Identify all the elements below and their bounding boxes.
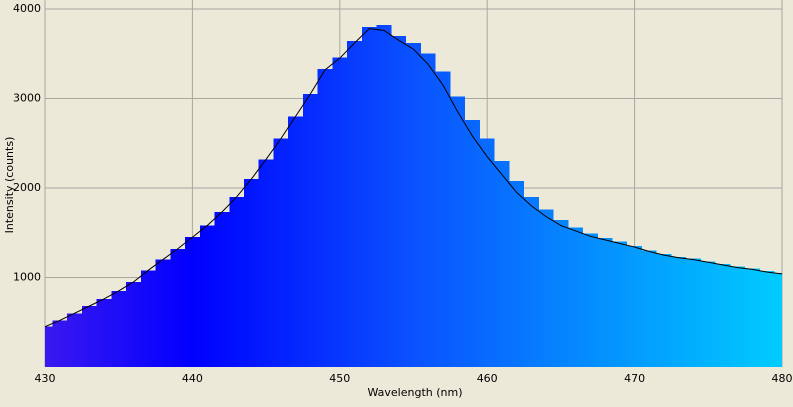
line xyxy=(44,28,783,328)
y-tick-label: 3000 xyxy=(13,91,41,104)
bar xyxy=(715,264,731,367)
bar xyxy=(553,220,569,367)
bar xyxy=(509,180,525,367)
bar xyxy=(229,196,244,367)
bar xyxy=(96,298,112,367)
bar xyxy=(288,116,303,368)
bar xyxy=(111,290,127,367)
x-tick-label: 450 xyxy=(329,372,350,385)
x-tick-label: 470 xyxy=(624,372,645,385)
bar xyxy=(759,271,775,367)
bar xyxy=(686,258,701,367)
bar xyxy=(170,248,186,367)
bar xyxy=(730,266,746,367)
bar xyxy=(494,161,510,367)
x-tick-label: 430 xyxy=(35,372,56,385)
bar xyxy=(214,212,230,367)
bar xyxy=(332,57,348,367)
bar xyxy=(258,159,274,367)
bar xyxy=(435,71,451,368)
bar xyxy=(700,261,716,367)
bar xyxy=(140,270,156,367)
y-tick-label: 1000 xyxy=(13,270,41,283)
bar xyxy=(81,306,97,367)
bar xyxy=(583,233,598,367)
bar xyxy=(406,42,421,368)
bar xyxy=(126,281,141,367)
bar xyxy=(627,246,642,367)
bar xyxy=(612,241,628,367)
bar xyxy=(465,119,480,367)
bar xyxy=(656,254,672,367)
bar xyxy=(774,273,782,367)
bar xyxy=(376,25,392,367)
y-axis-label: Intensity (counts) xyxy=(3,137,16,234)
bar xyxy=(361,26,377,367)
bar xyxy=(243,179,259,367)
bar xyxy=(538,209,554,367)
bar xyxy=(155,259,171,367)
bar xyxy=(199,225,215,367)
bar xyxy=(450,96,466,368)
bar xyxy=(273,138,289,367)
bar xyxy=(302,93,318,368)
bar xyxy=(524,196,539,367)
bar xyxy=(317,68,333,368)
bar xyxy=(745,268,760,367)
y-tick-label: 4000 xyxy=(13,2,41,15)
x-axis-label: Wavelength (nm) xyxy=(367,386,462,399)
bar xyxy=(67,313,82,367)
bar xyxy=(568,227,584,367)
bar xyxy=(641,250,657,367)
bar xyxy=(597,238,613,367)
x-tick-label: 480 xyxy=(772,372,793,385)
bar xyxy=(479,138,495,367)
bar xyxy=(45,326,53,367)
y-tick-label: 2000 xyxy=(13,181,41,194)
bar xyxy=(391,35,407,368)
bar xyxy=(671,256,687,367)
x-tick-label: 460 xyxy=(477,372,498,385)
bar xyxy=(420,53,436,368)
bar xyxy=(347,41,362,368)
bar xyxy=(185,237,200,367)
bar xyxy=(52,320,68,367)
x-tick-label: 440 xyxy=(182,372,203,385)
